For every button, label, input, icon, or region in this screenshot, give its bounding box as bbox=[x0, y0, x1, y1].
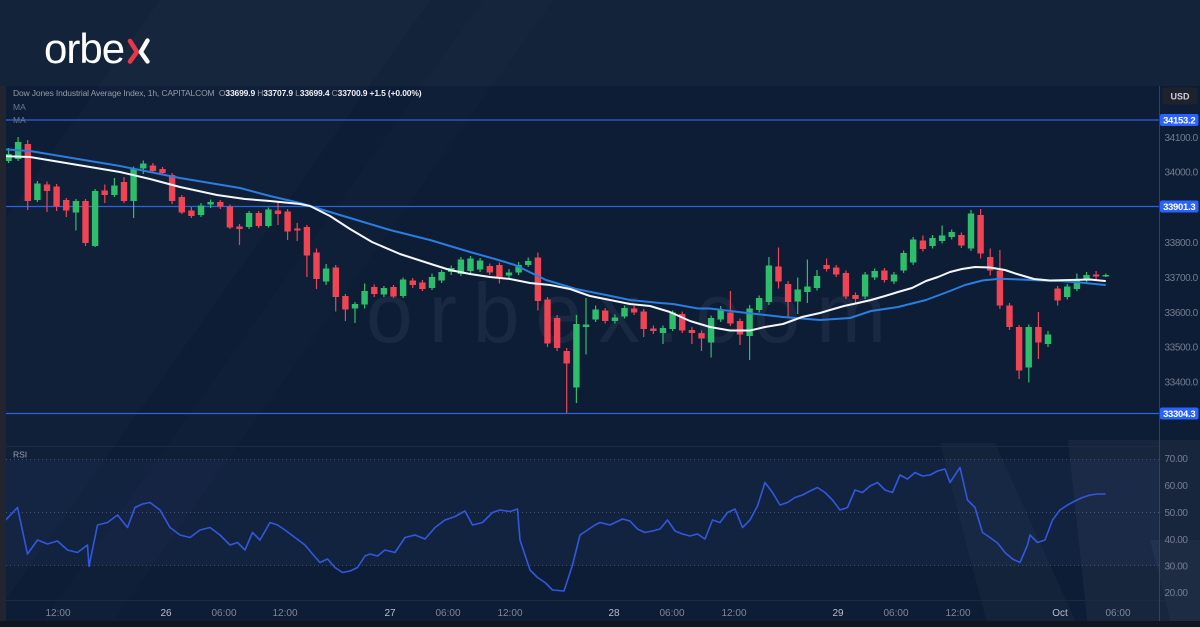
svg-text:33901.3: 33901.3 bbox=[1163, 202, 1195, 213]
svg-text:33304.3: 33304.3 bbox=[1163, 409, 1195, 420]
svg-text:Oct: Oct bbox=[1052, 608, 1068, 619]
svg-text:28: 28 bbox=[608, 608, 620, 619]
svg-text:33500.0: 33500.0 bbox=[1165, 343, 1199, 354]
svg-text:MA: MA bbox=[13, 102, 26, 112]
svg-text:12:00: 12:00 bbox=[945, 608, 970, 619]
svg-text:27: 27 bbox=[384, 608, 396, 619]
svg-text:RSI: RSI bbox=[13, 450, 27, 460]
svg-text:USD: USD bbox=[1170, 92, 1190, 102]
svg-text:33700.0: 33700.0 bbox=[1165, 273, 1199, 284]
svg-text:30.00: 30.00 bbox=[1165, 562, 1189, 573]
svg-text:29: 29 bbox=[832, 608, 844, 619]
svg-text:34000.0: 34000.0 bbox=[1165, 168, 1199, 179]
svg-text:06:00: 06:00 bbox=[883, 608, 908, 619]
svg-text:34153.2: 34153.2 bbox=[1163, 115, 1195, 126]
svg-text:40.00: 40.00 bbox=[1165, 535, 1189, 546]
svg-text:MA: MA bbox=[13, 115, 26, 125]
svg-text:Dow Jones Industrial Average I: Dow Jones Industrial Average Index, 1h, … bbox=[13, 88, 422, 98]
svg-text:12:00: 12:00 bbox=[721, 608, 746, 619]
svg-text:60.00: 60.00 bbox=[1165, 481, 1189, 492]
svg-text:orbe: orbe bbox=[44, 25, 124, 72]
svg-text:12:00: 12:00 bbox=[497, 608, 522, 619]
svg-text:12:00: 12:00 bbox=[272, 608, 297, 619]
svg-text:06:00: 06:00 bbox=[211, 608, 236, 619]
svg-text:34100.0: 34100.0 bbox=[1165, 133, 1199, 144]
svg-text:12:00: 12:00 bbox=[45, 608, 70, 619]
svg-text:33400.0: 33400.0 bbox=[1165, 377, 1199, 388]
svg-text:06:00: 06:00 bbox=[1105, 608, 1130, 619]
svg-text:33600.0: 33600.0 bbox=[1165, 308, 1199, 319]
svg-text:33800.0: 33800.0 bbox=[1165, 238, 1199, 249]
svg-text:70.00: 70.00 bbox=[1165, 454, 1189, 465]
svg-text:50.00: 50.00 bbox=[1165, 508, 1189, 519]
svg-text:06:00: 06:00 bbox=[435, 608, 460, 619]
svg-text:06:00: 06:00 bbox=[659, 608, 684, 619]
svg-text:20.00: 20.00 bbox=[1165, 588, 1189, 599]
svg-text:26: 26 bbox=[160, 608, 172, 619]
